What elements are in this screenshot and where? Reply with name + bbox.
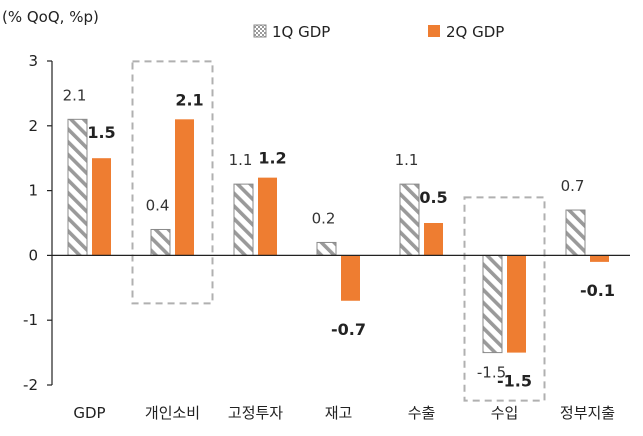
category-label-0: GDP: [73, 404, 105, 422]
bar-2q-1: [175, 119, 194, 256]
bar-1q-4: [399, 183, 420, 256]
chart-legend: 1Q GDP 2Q GDP: [253, 23, 504, 41]
category-label-4: 수출: [408, 404, 436, 422]
legend-label-1q: 1Q GDP: [272, 23, 330, 41]
data-label-1q-3: 0.2: [312, 209, 336, 227]
bar-1q-5: [482, 254, 503, 354]
data-label-2q-2: 1.2: [258, 149, 286, 168]
highlight-box-5: [463, 196, 546, 402]
data-label-1q-4: 1.1: [395, 151, 419, 169]
y-tick-label: 1: [28, 182, 38, 200]
data-label-1q-6: 0.7: [561, 177, 585, 195]
data-label-1q-0: 2.1: [63, 86, 87, 104]
bar-2q-5: [507, 255, 526, 353]
data-label-1q-2: 1.1: [229, 151, 253, 169]
bar-1q-0: [67, 118, 88, 256]
category-label-1: 개인소비: [145, 404, 200, 422]
bar-2q-0: [92, 158, 111, 256]
y-tick-label: 0: [28, 246, 38, 264]
data-label-2q-4: 0.5: [419, 188, 447, 207]
data-label-2q-6: -0.1: [580, 281, 615, 300]
bar-2q-4: [424, 223, 443, 256]
data-label-1q-1: 0.4: [146, 196, 170, 214]
bar-2q-6: [590, 255, 609, 262]
y-tick-label: -2: [23, 376, 38, 394]
y-tick-label: 3: [28, 52, 38, 70]
data-label-1q-5: -1.5: [477, 364, 506, 382]
bar-1q-2: [233, 183, 254, 256]
y-unit-label: (% QoQ, %p): [2, 8, 99, 26]
data-label-2q-3: -0.7: [331, 320, 366, 339]
category-label-5: 수입: [491, 404, 519, 422]
bar-1q-1: [150, 228, 171, 256]
data-label-2q-1: 2.1: [175, 90, 203, 109]
bar-1q-3: [316, 241, 337, 256]
category-label-6: 정부지출: [560, 404, 615, 422]
category-label-3: 재고: [325, 404, 353, 422]
legend-swatch-2q: [428, 25, 440, 37]
bar-2q-2: [258, 177, 277, 256]
bar-1q-6: [565, 209, 586, 256]
y-tick-label: 2: [28, 117, 38, 135]
y-tick-label: -1: [23, 311, 38, 329]
data-label-2q-5: -1.5: [497, 372, 532, 391]
legend-swatch-1q: [253, 24, 267, 38]
category-label-2: 고정투자: [228, 404, 283, 422]
data-label-2q-0: 1.5: [87, 123, 115, 142]
highlight-box-1: [131, 60, 214, 305]
legend-label-2q: 2Q GDP: [446, 23, 504, 41]
bar-2q-3: [341, 255, 360, 301]
